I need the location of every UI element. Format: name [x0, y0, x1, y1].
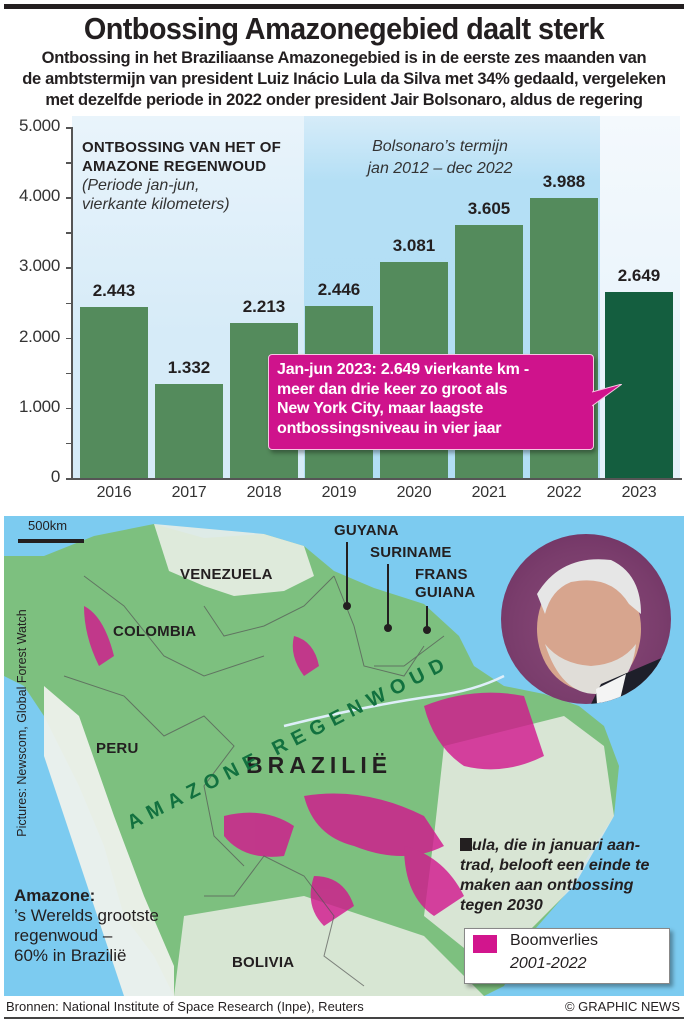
bar-value-label: 3.081: [392, 235, 436, 255]
y-tick-label: 3.000: [18, 256, 60, 276]
bolsonaro-term-label: Bolsonaro’s termijn jan 2012 – dec 2022: [367, 138, 513, 177]
x-tick-label: 2017: [171, 484, 207, 501]
dot-frans-guiana: [423, 626, 431, 634]
dot-suriname: [384, 624, 392, 632]
footer-sources: Bronnen: National Institute of Space Res…: [6, 999, 364, 1014]
x-tick-label: 2020: [396, 484, 432, 501]
y-tick: [66, 267, 72, 269]
bar-value-label: 3.988: [542, 172, 586, 192]
leader-line-frans-guiana: [426, 606, 428, 628]
bar-value-label: 2.443: [92, 280, 136, 300]
x-tick-label: 2018: [246, 484, 282, 501]
subtitle-line: Ontbossing in het Braziliaanse Amazonege…: [41, 49, 647, 67]
footer-copyright: © GRAPHIC NEWS: [564, 999, 680, 1014]
label-colombia: COLOMBIA: [113, 623, 197, 640]
lula-note: ula, die in januari aan- trad, belooft e…: [460, 837, 650, 914]
lula-portrait: [501, 534, 671, 704]
top-rule: [4, 4, 684, 9]
y-tick-label: 4.000: [18, 186, 60, 206]
y-tick: [66, 302, 72, 304]
y-tick-label: 2.000: [18, 326, 60, 346]
leader-line-guyana: [346, 542, 348, 606]
x-tick-label: 2023: [621, 484, 657, 501]
legend-label: Boomverlies: [510, 932, 599, 949]
subtitle: Ontbossing in het Braziliaanse Amazonege…: [0, 48, 688, 111]
x-tick-label: 2022: [546, 484, 582, 501]
y-tick-label: 5.000: [18, 116, 60, 135]
callout-pointer: [592, 384, 622, 407]
amazon-fact-note: Amazone: ’s Werelds grootste regenwoud –…: [14, 886, 159, 965]
x-tick-label: 2019: [321, 484, 357, 501]
bar-value-label: 2.213: [242, 296, 286, 316]
text-block-marker: [460, 838, 472, 851]
x-tick-label: 2016: [96, 484, 132, 501]
label-guyana: GUYANA: [334, 522, 399, 539]
label-brazil: BRAZILIË: [246, 752, 393, 778]
subtitle-line: de ambtstermijn van president Luiz Ináci…: [22, 70, 666, 88]
y-tick-label: 1.000: [18, 396, 60, 416]
bar-2017: [155, 384, 223, 478]
dot-guyana: [343, 602, 351, 610]
leader-line-suriname: [387, 564, 389, 628]
y-tick: [66, 478, 72, 480]
annotation-callout: Jan-jun 2023: 2.649 vierkante km - meer …: [268, 354, 594, 450]
bar-value-label: 1.332: [167, 358, 211, 378]
y-tick: [66, 127, 72, 129]
bar-value-label: 2.649: [617, 266, 661, 286]
label-venezuela: VENEZUELA: [180, 566, 273, 583]
legend-swatch-tree-loss: [473, 935, 497, 953]
y-tick: [66, 372, 72, 375]
portrait-illustration: [537, 559, 671, 704]
subtitle-line: met dezelfde periode in 2022 onder presi…: [45, 91, 643, 109]
bar-value-label: 3.605: [467, 198, 511, 218]
amazon-map: 500km VENEZUELA COLOMBIA GUYANA SURINAME…: [4, 516, 684, 996]
map-land-shapes: [4, 524, 619, 996]
y-tick: [66, 407, 72, 410]
label-suriname: SURINAME: [370, 544, 452, 561]
y-tick: [66, 337, 72, 340]
label-peru: PERU: [96, 740, 139, 757]
scale-bar: [18, 539, 84, 543]
y-tick: [66, 442, 72, 445]
x-tick-label: 2021: [471, 484, 507, 501]
bar-2016: [80, 306, 148, 478]
legend-range: 2001-2022: [510, 955, 587, 972]
y-tick: [66, 197, 72, 199]
picture-credit: Pictures: Newscom, Global Forest Watch: [15, 609, 29, 837]
bar-value-label: 2.446: [317, 280, 361, 300]
y-tick-label: 0: [50, 467, 60, 486]
bottom-rule: [4, 1017, 684, 1019]
chart-heading: ONTBOSSING VAN HET OF AMAZONE REGENWOUD: [82, 139, 281, 175]
chart-subheading: (Periode jan-jun, vierkante kilometers): [82, 177, 230, 213]
label-frans-guiana: FRANS GUIANA: [415, 566, 476, 601]
y-tick: [66, 162, 72, 164]
y-tick: [66, 232, 72, 234]
scale-label: 500km: [28, 518, 68, 533]
bar-chart: ONTBOSSING VAN HET OF AMAZONE REGENWOUD …: [0, 112, 688, 512]
page-title: Ontbossing Amazonegebied daalt sterk: [83, 11, 605, 46]
map-legend: Boomverlies 2001-2022: [464, 928, 670, 984]
x-axis: [66, 478, 682, 480]
label-bolivia: BOLIVIA: [232, 954, 295, 971]
